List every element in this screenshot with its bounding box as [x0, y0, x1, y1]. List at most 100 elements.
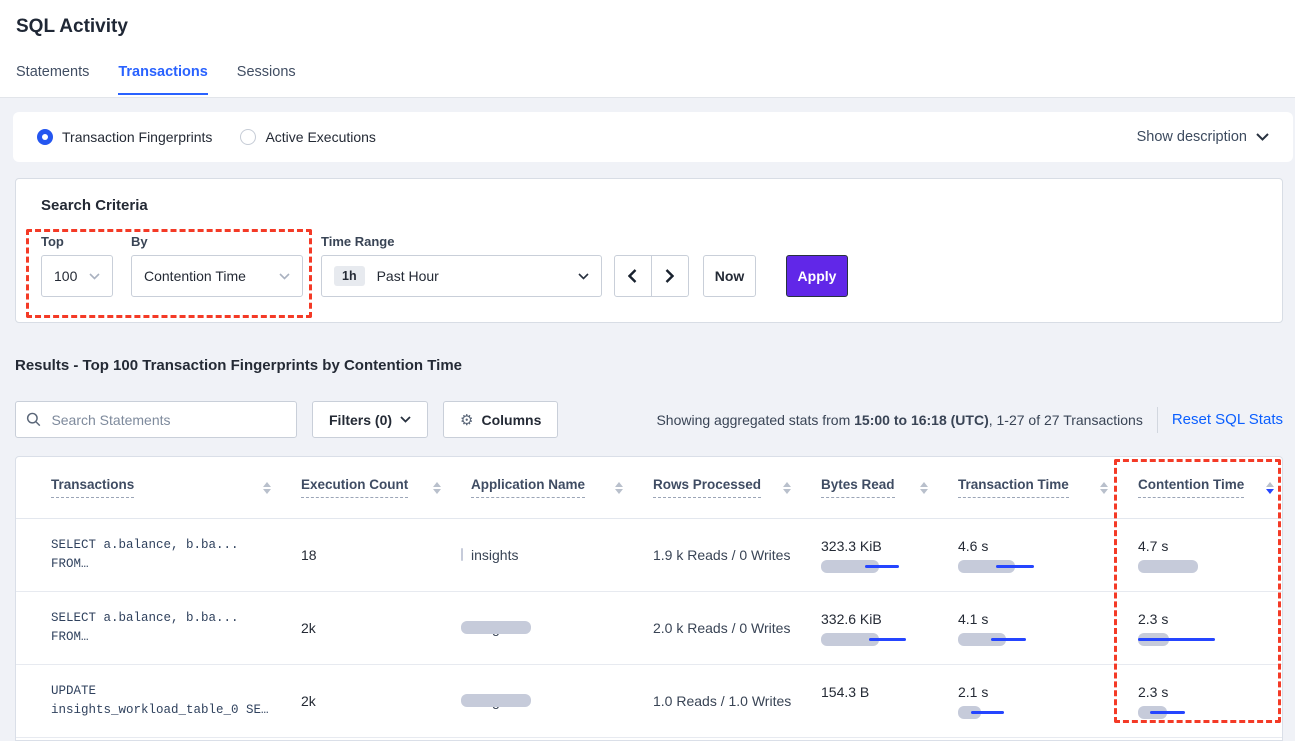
top-bar: SQL Activity Statements Transactions Ses…	[0, 0, 1295, 98]
sort-icon	[920, 481, 928, 494]
column-header-transactions[interactable]: Transactions	[51, 477, 301, 498]
column-header-rows-processed[interactable]: Rows Processed	[653, 477, 821, 498]
by-select-value: Contention Time	[144, 268, 246, 284]
bytes-read-bar	[821, 706, 941, 719]
execution-count-bar	[381, 621, 531, 634]
search-box[interactable]	[15, 401, 297, 438]
show-description-label: Show description	[1136, 129, 1247, 145]
transaction-time-cell: 4.1 s	[958, 611, 1138, 646]
previous-time-button[interactable]	[615, 256, 652, 296]
search-criteria-card: Search Criteria Top 100 By Contention Ti…	[15, 178, 1283, 323]
rows-processed-cell: 1.0 Reads / 1.0 Writes	[653, 693, 792, 709]
chevron-right-icon	[665, 269, 675, 283]
sort-icon-active-desc	[1266, 481, 1274, 494]
filters-label: Filters (0)	[329, 411, 393, 428]
by-select[interactable]: Contention Time	[131, 255, 303, 297]
filters-button[interactable]: Filters (0)	[312, 401, 429, 438]
transaction-fingerprint-link[interactable]: SELECT a.balance, b.ba... FROM…	[51, 611, 239, 644]
chevron-left-icon	[628, 269, 637, 283]
bytes-read-cell: 332.6 KiB	[821, 611, 958, 646]
column-header-transaction-time[interactable]: Transaction Time	[958, 477, 1138, 498]
column-header-contention-time[interactable]: Contention Time	[1138, 477, 1282, 498]
contention-time-cell: 2.3 s	[1138, 611, 1282, 646]
search-input[interactable]	[49, 410, 286, 429]
chevron-down-icon	[578, 272, 589, 280]
application-name-cell: insights	[471, 547, 519, 563]
table-header-row: Transactions Execution Count Application…	[16, 457, 1282, 519]
execution-count-cell: 18	[301, 519, 471, 591]
chevron-down-icon	[400, 416, 411, 423]
table-row[interactable]: SELECT a.balance, b.ba... FROM… 18 insigh…	[16, 519, 1282, 592]
time-range-badge: 1h	[334, 266, 365, 286]
radio-label: Transaction Fingerprints	[62, 129, 213, 145]
columns-label: Columns	[481, 411, 542, 428]
rows-processed-cell: 2.0 k Reads / 0 Writes	[653, 620, 791, 636]
time-range-label: Time Range	[321, 234, 395, 249]
chevron-down-icon	[1256, 133, 1269, 141]
next-time-button[interactable]	[652, 256, 689, 296]
radio-active-executions[interactable]: Active Executions	[240, 129, 376, 145]
bytes-read-cell: 154.3 B	[821, 684, 958, 719]
tab-statements[interactable]: Statements	[16, 64, 90, 80]
tab-bar: Statements Transactions Sessions	[16, 64, 1295, 95]
table-row[interactable]: SELECT a.balance, b.ba...FROM… 2k insigh…	[16, 592, 1282, 665]
tab-sessions[interactable]: Sessions	[236, 64, 296, 80]
transaction-fingerprint-link[interactable]: UPDATE insights_workload_table_0 SE…	[51, 684, 269, 717]
bytes-read-cell: 323.3 KiB	[821, 538, 958, 573]
bytes-read-bar	[821, 559, 941, 573]
chevron-down-icon	[279, 272, 290, 280]
radio-checked-icon	[37, 129, 53, 145]
time-range-value: Past Hour	[376, 268, 439, 284]
columns-button[interactable]: ⚙ Columns	[443, 401, 559, 438]
bytes-read-bar	[821, 632, 941, 646]
divider	[1156, 406, 1158, 433]
sort-icon	[615, 481, 623, 494]
execution-count-cell: 2k	[301, 665, 531, 737]
apply-button[interactable]: Apply	[786, 255, 848, 297]
transaction-time-bar	[958, 559, 1078, 573]
column-header-execution-count[interactable]: Execution Count	[301, 477, 471, 498]
transaction-time-cell: 4.6 s	[958, 538, 1138, 573]
execution-count-bar	[381, 548, 501, 561]
transaction-time-bar	[958, 705, 1078, 719]
column-header-bytes-read[interactable]: Bytes Read	[821, 477, 958, 498]
transactions-table: Transactions Execution Count Application…	[15, 456, 1283, 741]
execution-count-bar	[381, 694, 531, 707]
contention-time-bar	[1138, 559, 1258, 573]
contention-time-bar	[1138, 632, 1258, 646]
time-pager	[614, 255, 689, 297]
contention-time-bar	[1138, 705, 1258, 719]
radio-transaction-fingerprints[interactable]: Transaction Fingerprints	[37, 129, 212, 145]
contention-time-cell: 2.3 s	[1138, 684, 1282, 719]
by-label: By	[131, 234, 148, 249]
chevron-down-icon	[89, 272, 100, 280]
sort-icon	[433, 481, 441, 494]
now-button[interactable]: Now	[703, 255, 756, 297]
transaction-time-cell: 2.1 s	[958, 684, 1138, 719]
search-icon	[26, 412, 41, 427]
top-select[interactable]: 100	[41, 255, 113, 297]
show-description-toggle[interactable]: Show description	[1137, 129, 1269, 145]
rows-processed-cell: 1.9 k Reads / 0 Writes	[653, 547, 791, 563]
contention-time-cell: 4.7 s	[1138, 538, 1282, 573]
search-criteria-title: Search Criteria	[41, 197, 148, 214]
execution-count-cell: 2k	[301, 592, 531, 664]
results-heading: Results - Top 100 Transaction Fingerprin…	[15, 357, 463, 374]
results-toolbar: Filters (0) ⚙ Columns Showing aggregated…	[15, 401, 1283, 438]
sort-icon	[1100, 481, 1108, 494]
time-range-select[interactable]: 1h Past Hour	[321, 255, 602, 297]
view-toggle-bar: Transaction Fingerprints Active Executio…	[13, 112, 1293, 162]
top-select-value: 100	[54, 268, 78, 284]
aggregated-stats-text: Showing aggregated stats from 15:00 to 1…	[656, 411, 1143, 428]
sort-icon	[263, 481, 271, 494]
page-title: SQL Activity	[16, 16, 128, 37]
top-label: Top	[41, 234, 64, 249]
tab-transactions[interactable]: Transactions	[118, 64, 208, 95]
gear-icon: ⚙	[460, 411, 474, 429]
sort-icon	[783, 481, 791, 494]
reset-sql-stats-link[interactable]: Reset SQL Stats	[1171, 411, 1283, 428]
transaction-fingerprint-link[interactable]: SELECT a.balance, b.ba... FROM…	[51, 538, 239, 571]
column-header-application-name[interactable]: Application Name	[471, 477, 653, 498]
radio-unchecked-icon	[240, 129, 257, 145]
